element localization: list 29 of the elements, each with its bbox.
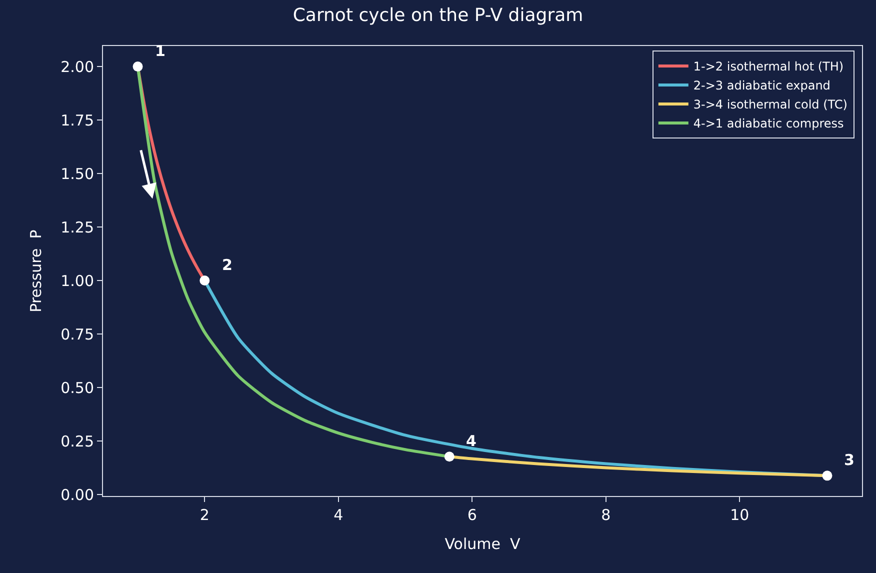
legend-label: 3->4 isothermal cold (TC)	[693, 98, 848, 112]
y-tick-label: 1.50	[60, 164, 94, 183]
y-tick-label: 2.00	[60, 58, 94, 76]
x-tick-label: 6	[467, 506, 477, 524]
annotation: 3	[844, 451, 854, 469]
annotation: 2	[222, 256, 232, 274]
legend-label: 2->3 adiabatic expand	[693, 78, 830, 93]
legend-label: 4->1 adiabatic compress	[693, 116, 844, 131]
legend-label: 1->2 isothermal hot (TH)	[693, 60, 844, 74]
y-tick-label: 1.00	[60, 272, 94, 290]
y-tick-label: 0.00	[60, 486, 94, 504]
y-tick-label: 0.25	[60, 432, 94, 450]
annotation: 4	[466, 432, 476, 450]
x-tick-label: 4	[334, 506, 344, 524]
chart-title: Carnot cycle on the P-V diagram	[292, 5, 584, 26]
annotation: 1	[155, 42, 166, 60]
point	[200, 276, 210, 286]
x-tick-label: 10	[730, 506, 750, 524]
y-tick-label: 0.75	[60, 325, 94, 344]
y-tick-label: 0.50	[60, 378, 94, 397]
y-axis-title: Pressure P	[26, 230, 45, 312]
x-tick-label: 8	[601, 506, 611, 524]
point	[822, 470, 832, 481]
point	[132, 62, 143, 72]
y-tick-label: 1.75	[60, 111, 94, 130]
x-axis-title: Volume V	[444, 535, 522, 553]
y-tick-label: 1.25	[60, 218, 94, 236]
x-tick-label: 2	[200, 506, 210, 524]
point	[444, 452, 454, 462]
